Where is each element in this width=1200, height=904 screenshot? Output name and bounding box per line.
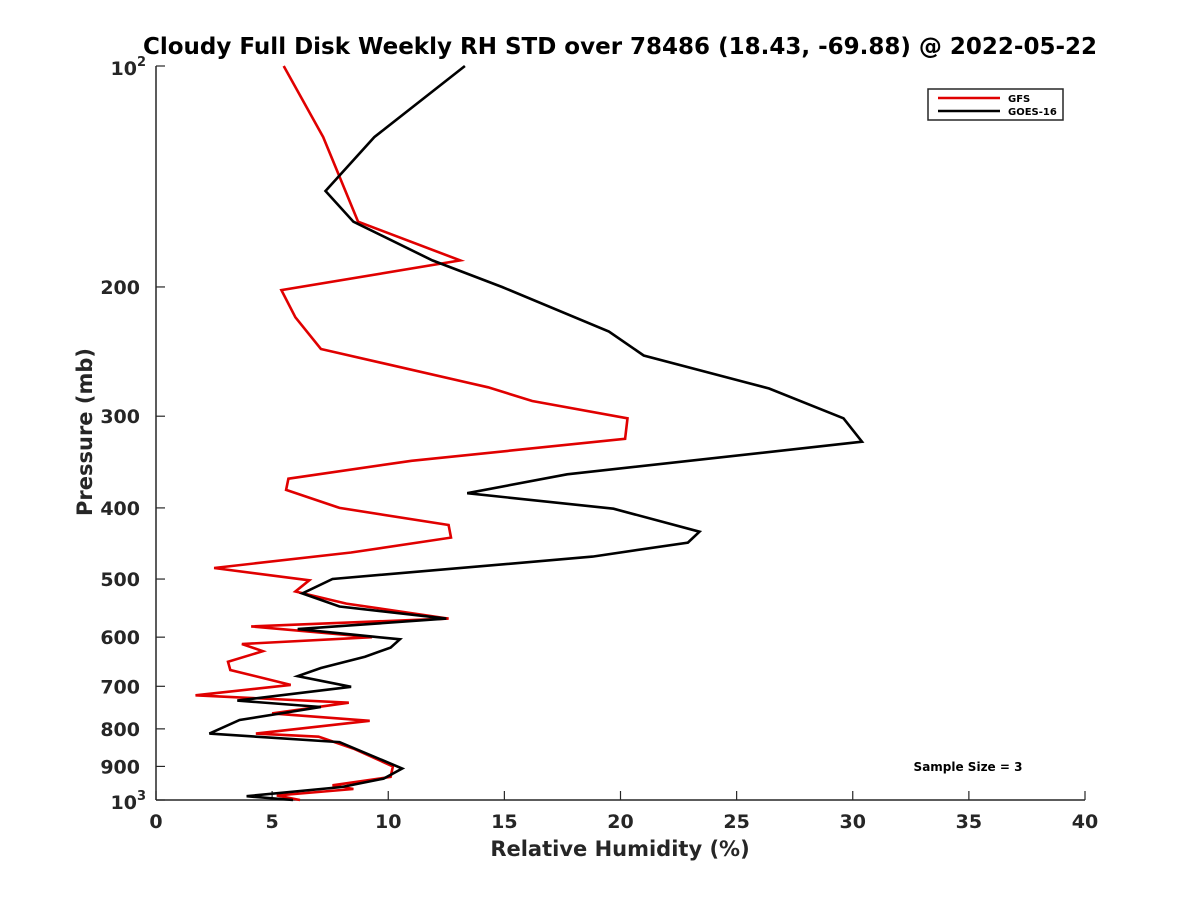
- y-tick-label: 500: [100, 569, 140, 591]
- series-line-gfs: [195, 65, 629, 802]
- series-line-goes-16: [208, 64, 865, 802]
- x-tick-label: 35: [956, 811, 982, 833]
- x-tick-label: 0: [149, 811, 162, 833]
- x-tick-label: 10: [375, 811, 401, 833]
- y-tick-label: 102: [111, 55, 147, 80]
- x-tick-label: 5: [266, 811, 279, 833]
- legend: GFS GOES-16: [927, 88, 1064, 121]
- x-tick-label: 30: [840, 811, 866, 833]
- y-axis-label: Pressure (mb): [73, 348, 97, 516]
- y-tick-label: 700: [100, 676, 140, 698]
- legend-label: GFS: [1008, 94, 1030, 105]
- chart-title: Cloudy Full Disk Weekly RH STD over 7848…: [143, 34, 1097, 60]
- y-tick-label: 800: [100, 719, 140, 741]
- y-tick-label: 900: [100, 756, 140, 778]
- x-tick-label: 25: [723, 811, 749, 833]
- sample-size-annotation: Sample Size = 3: [914, 760, 1023, 774]
- legend-label: GOES-16: [1008, 107, 1057, 118]
- x-axis-label: Relative Humidity (%): [490, 837, 749, 861]
- x-tick-label: 20: [607, 811, 633, 833]
- y-tick-label: 200: [100, 277, 140, 299]
- y-tick-label: 600: [100, 627, 140, 649]
- y-tick-label: 400: [100, 498, 140, 520]
- y-tick-label: 103: [111, 789, 147, 814]
- x-tick-label: 40: [1072, 811, 1098, 833]
- x-tick-label: 15: [491, 811, 517, 833]
- plot-area: 0 5 10 15 20 25 30 35 40 102 200 300 400 500 600 700 800…: [100, 55, 1098, 833]
- legend-box: [927, 88, 1064, 121]
- y-tick-label: 300: [100, 406, 140, 428]
